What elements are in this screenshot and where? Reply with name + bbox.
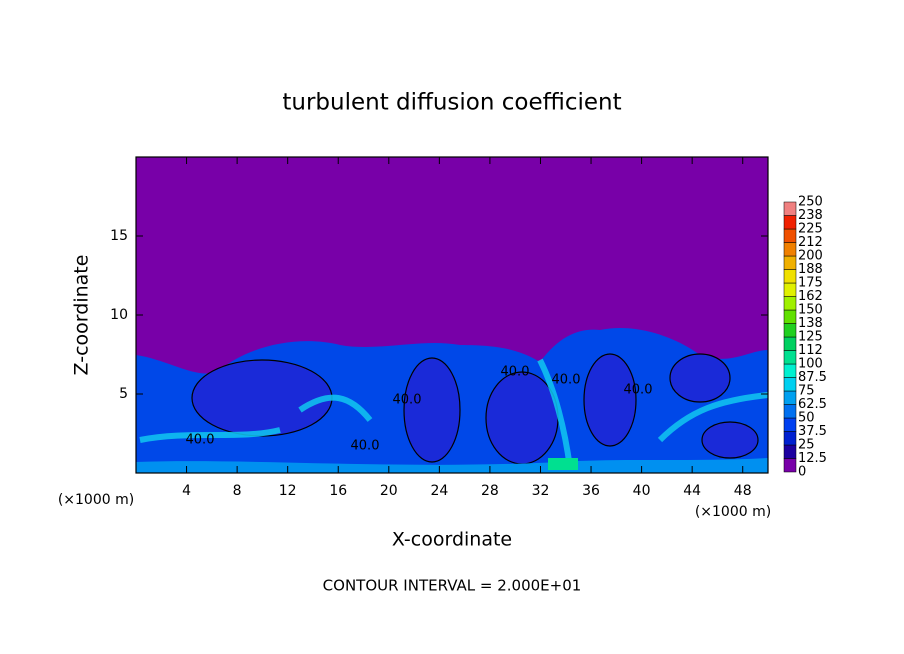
colorbar-label: 162	[798, 289, 823, 304]
colorbar-label: 37.5	[798, 424, 827, 439]
field-cell	[701, 421, 759, 459]
colorbar-swatch	[783, 417, 797, 432]
x-tick-label: 4	[182, 483, 191, 499]
colorbar-label: 125	[798, 330, 823, 345]
x-tick-label: 12	[279, 483, 297, 499]
field-band	[136, 458, 768, 473]
chart-title: turbulent diffusion coefficient	[282, 90, 621, 116]
colorbar-swatch	[783, 336, 797, 351]
colorbar-swatch	[783, 323, 797, 338]
colorbar-label: 87.5	[798, 370, 827, 385]
colorbar-label: 12.5	[798, 451, 827, 466]
colorbar-label: 225	[798, 222, 823, 237]
field-spot	[548, 458, 578, 470]
contour-label: 40.0	[351, 439, 380, 454]
x-tick-label: 44	[683, 483, 701, 499]
colorbar-label: 250	[798, 195, 823, 210]
colorbar-swatch	[783, 269, 797, 284]
colorbar-label: 25	[798, 438, 815, 453]
colorbar-swatch	[783, 458, 797, 473]
field-cell	[583, 353, 637, 447]
colorbar-label: 200	[798, 249, 823, 264]
y-tick-label: 15	[110, 228, 128, 244]
contour-label: 40.0	[393, 393, 422, 408]
colorbar-swatch	[783, 296, 797, 311]
field-cell	[403, 357, 461, 463]
colorbar-label: 112	[798, 343, 823, 358]
field-cell	[485, 371, 559, 465]
x-tick-label: 20	[380, 483, 398, 499]
footer: CONTOUR INTERVAL = 2.000E+01	[323, 577, 582, 595]
colorbar-swatch	[783, 228, 797, 243]
x-tick-label: 36	[582, 483, 600, 499]
colorbar-label: 175	[798, 276, 823, 291]
field-cell	[669, 353, 731, 403]
colorbar-swatch	[783, 309, 797, 324]
contour-label: 40.0	[624, 383, 653, 398]
x-tick-label: 28	[481, 483, 499, 499]
colorbar-swatch	[783, 350, 797, 365]
field	[136, 157, 769, 473]
x-tick-label: 16	[329, 483, 347, 499]
colorbar-label: 238	[798, 208, 823, 223]
colorbar-label: 100	[798, 357, 823, 372]
colorbar-swatch	[783, 282, 797, 297]
field-cell	[191, 359, 333, 437]
colorbar-label: 75	[798, 384, 815, 399]
colorbar-swatch	[783, 444, 797, 459]
x-axis-label: X-coordinate	[392, 529, 512, 551]
colorbar-label: 138	[798, 316, 823, 331]
contour-label: 40.0	[501, 365, 530, 380]
colorbar-swatch	[783, 431, 797, 446]
colorbar-swatch	[783, 377, 797, 392]
colorbar-swatch	[783, 404, 797, 419]
colorbar-swatch	[783, 215, 797, 230]
field-streak	[139, 358, 769, 469]
colorbar-label: 150	[798, 303, 823, 318]
colorbar-swatch	[783, 242, 797, 257]
y-tick-label: 10	[110, 307, 128, 323]
y-axis-label: Z-coordinate	[71, 255, 93, 376]
colorbar-label: 212	[798, 235, 823, 250]
colorbar-swatch	[783, 201, 797, 216]
contour-label: 40.0	[552, 373, 581, 388]
colorbar-swatch	[783, 363, 797, 378]
contour-label: 40.0	[186, 433, 215, 448]
y-tick-label: 5	[119, 386, 128, 402]
x-tick-label: 32	[532, 483, 550, 499]
x-tick-label: 40	[633, 483, 651, 499]
x-tick-label: 8	[233, 483, 242, 499]
x-tick-label: 48	[734, 483, 752, 499]
colorbar-label: 50	[798, 411, 815, 426]
colorbar-label: 0	[798, 465, 806, 480]
colorbar-swatch	[783, 390, 797, 405]
x-tick-label: 24	[430, 483, 448, 499]
x-unit-label: (×1000 m)	[695, 504, 771, 520]
colorbar-label: 62.5	[798, 397, 827, 412]
colorbar-label: 188	[798, 262, 823, 277]
y-unit-label: (×1000 m)	[58, 492, 134, 508]
colorbar-swatch	[783, 255, 797, 270]
